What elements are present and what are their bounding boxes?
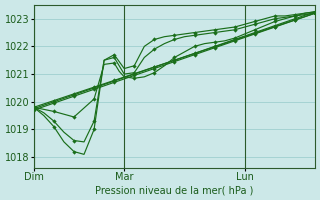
X-axis label: Pression niveau de la mer( hPa ): Pression niveau de la mer( hPa ) xyxy=(95,185,254,195)
